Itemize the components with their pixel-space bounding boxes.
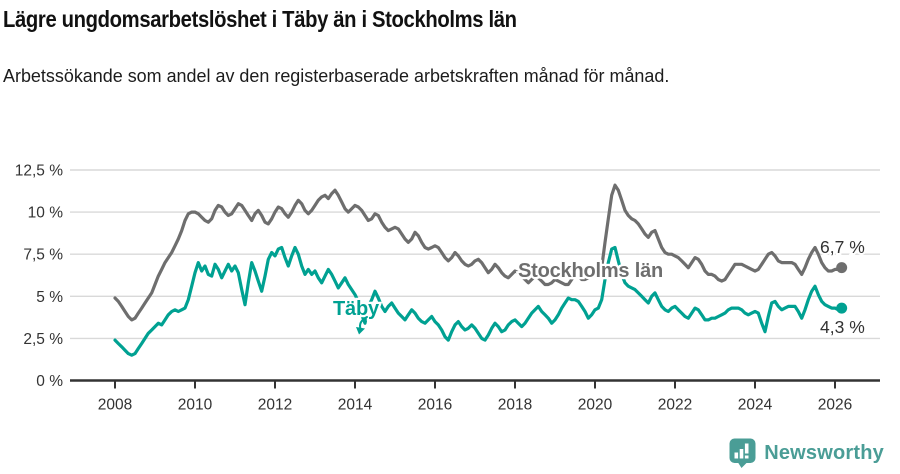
x-tick-label: 2008 — [98, 397, 132, 414]
series-line-stockholms-l-n — [113, 183, 844, 322]
y-axis-labels: 0 % 2,5 % 5 % 7,5 % 10 % 12,5 % — [15, 163, 63, 391]
x-tick-label: 2024 — [738, 397, 773, 414]
y-tick-label: 2,5 % — [23, 331, 63, 348]
series-label-t-by: Täby — [333, 298, 380, 320]
series-label-stockholms-l-n: Stockholms län — [518, 260, 663, 282]
x-tick-label: 2016 — [418, 397, 452, 414]
x-tick-label: 2026 — [818, 397, 852, 414]
x-tick-label: 2010 — [178, 397, 213, 414]
gridlines — [70, 169, 880, 382]
y-tick-label: 7,5 % — [23, 247, 63, 264]
y-tick-label: 5 % — [36, 289, 63, 306]
x-tick-label: 2018 — [498, 397, 532, 414]
end-value-label-stockholms-l-n: 6,7 % — [820, 237, 865, 257]
brand-name: Newsworthy — [764, 441, 884, 464]
logo-bar-small — [734, 452, 739, 459]
x-tick-label: 2012 — [258, 397, 292, 414]
taby-label-arrowhead — [356, 327, 365, 335]
series-end-dot-stockholms-l-n — [836, 262, 848, 274]
series-end-dot-t-by — [836, 302, 848, 314]
logo-bar-tall — [739, 449, 744, 459]
x-tick-label: 2014 — [338, 397, 373, 414]
chart-title: Lägre ungdomsarbetslöshet i Täby än i St… — [3, 6, 517, 32]
chart-subtitle: Arbetssökande som andel av den registerb… — [3, 65, 670, 86]
y-tick-label: 0 % — [36, 373, 63, 390]
x-tick-label: 2020 — [578, 397, 613, 414]
y-tick-label: 10 % — [28, 205, 64, 222]
series-line-t-by — [113, 245, 844, 357]
end-value-label-t-by: 4,3 % — [820, 317, 865, 337]
x-axis-ticks — [114, 381, 836, 389]
newsworthy-logo-icon — [729, 438, 756, 468]
brand-footer: Newsworthy — [729, 436, 884, 470]
logo-exclamation-bar — [745, 443, 749, 454]
y-tick-label: 12,5 % — [15, 163, 63, 180]
logo-exclamation-dot — [745, 455, 749, 459]
x-tick-label: 2022 — [658, 397, 692, 414]
x-axis-labels: 2008 2010 2012 2014 2016 2018 2020 2022 2024 2026 — [98, 397, 852, 414]
